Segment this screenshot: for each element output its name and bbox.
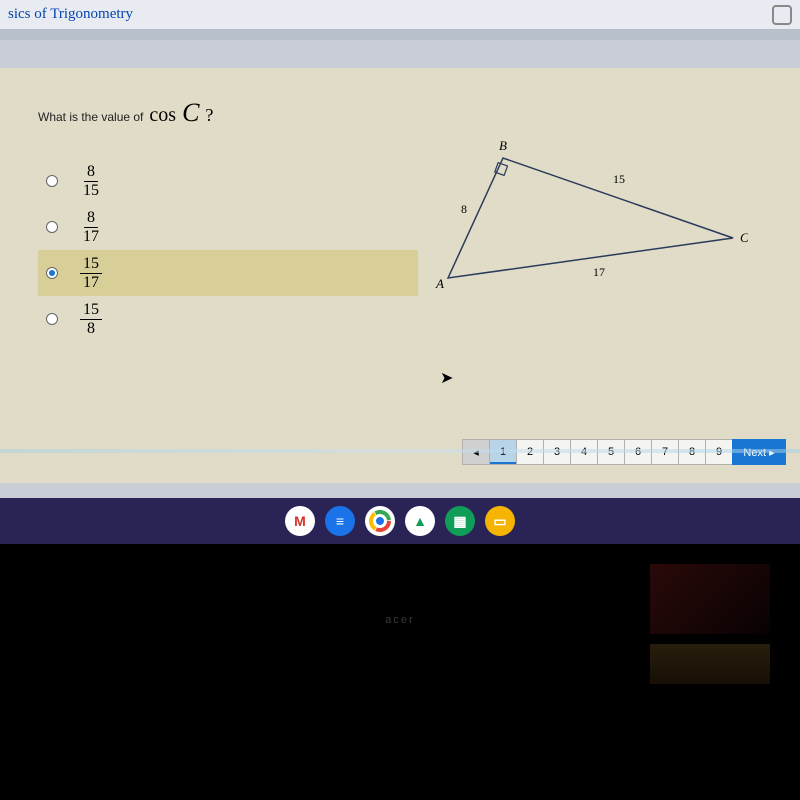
fraction: 8 15 — [80, 163, 102, 199]
denominator: 15 — [80, 182, 102, 200]
radio-icon[interactable] — [46, 267, 58, 279]
question-text: What is the value of cos C ? — [38, 98, 772, 128]
extension-badge-icon[interactable] — [772, 5, 792, 25]
radio-icon[interactable] — [46, 221, 58, 233]
reflection — [650, 564, 770, 634]
side-ac: 17 — [593, 265, 605, 279]
drive-icon[interactable]: ▲ — [405, 506, 435, 536]
radio-icon[interactable] — [46, 313, 58, 325]
question-variable: C — [182, 98, 199, 128]
numerator: 8 — [84, 209, 98, 228]
vertex-b: B — [499, 138, 507, 153]
docs-icon[interactable]: ≡ — [325, 506, 355, 536]
divider — [0, 30, 800, 40]
browser-header: sics of Trigonometry — [0, 0, 800, 30]
laptop-bezel: acer — [0, 544, 800, 800]
radio-icon[interactable] — [46, 175, 58, 187]
question-mark: ? — [205, 105, 213, 126]
brand-logo: acer — [385, 614, 414, 626]
option-0[interactable]: 8 15 — [38, 158, 418, 204]
answer-options: 8 15 8 17 15 17 — [38, 158, 418, 342]
gmail-icon[interactable]: M — [285, 506, 315, 536]
question-prefix: What is the value of — [38, 110, 143, 124]
fraction: 15 8 — [80, 301, 102, 337]
side-bc: 15 — [613, 172, 625, 186]
sheets-icon[interactable]: ▦ — [445, 506, 475, 536]
numerator: 15 — [80, 255, 102, 274]
question-function: cos — [149, 104, 176, 127]
denominator: 17 — [80, 274, 102, 292]
fraction: 15 17 — [80, 255, 102, 291]
numerator: 15 — [80, 301, 102, 320]
fraction: 8 17 — [80, 209, 102, 245]
chrome-icon[interactable] — [365, 506, 395, 536]
triangle-shape — [448, 158, 733, 278]
denominator: 17 — [80, 228, 102, 246]
triangle-figure: B A C 8 15 17 — [418, 138, 772, 338]
page-title-link[interactable]: sics of Trigonometry — [8, 6, 133, 23]
slides-icon[interactable]: ▭ — [485, 506, 515, 536]
vertex-c: C — [740, 230, 748, 245]
divider — [0, 449, 800, 453]
option-3[interactable]: 15 8 — [38, 296, 418, 342]
sticker — [650, 644, 770, 684]
denominator: 8 — [84, 320, 98, 338]
option-2[interactable]: 15 17 — [38, 250, 418, 296]
taskbar: M ≡ ▲ ▦ ▭ — [0, 498, 800, 544]
triangle-svg: B A C 8 15 17 — [418, 138, 748, 298]
cursor-icon: ➤ — [440, 368, 453, 388]
question-panel: What is the value of cos C ? 8 15 8 — [0, 68, 800, 483]
vertex-a: A — [435, 276, 444, 291]
numerator: 8 — [84, 163, 98, 182]
side-ab: 8 — [461, 202, 467, 216]
screen: sics of Trigonometry What is the value o… — [0, 0, 800, 498]
option-1[interactable]: 8 17 — [38, 204, 418, 250]
